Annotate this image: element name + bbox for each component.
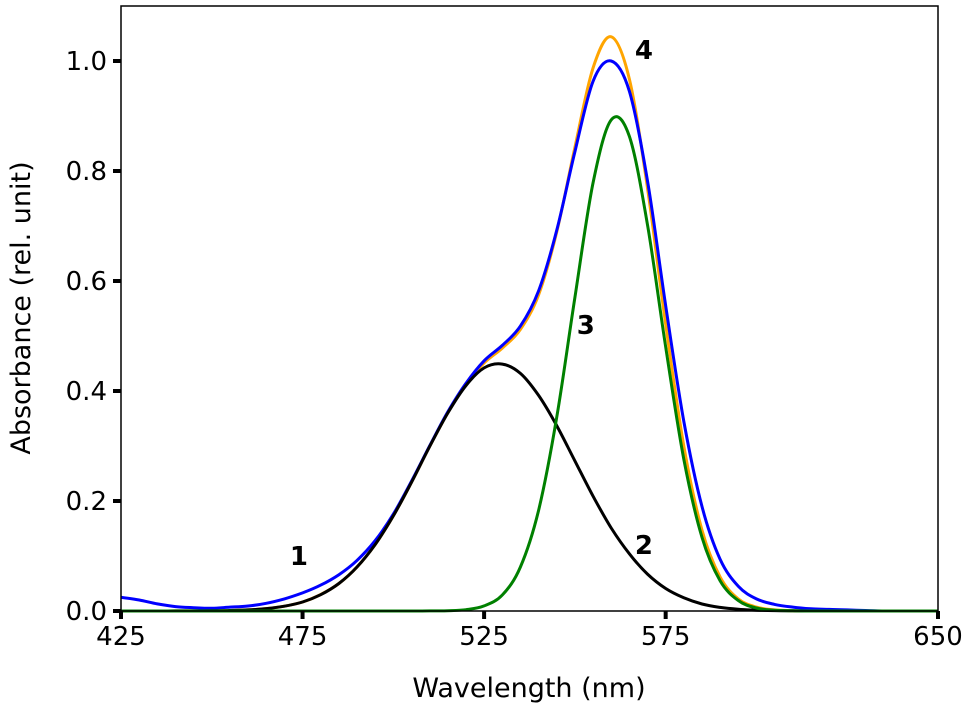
x-axis-ticks: 425 475 525 575 650 (96, 611, 963, 652)
x-tick-label: 475 (278, 622, 328, 652)
curve-label-3: 3 (577, 311, 595, 341)
y-tick-label: 0.6 (66, 267, 107, 297)
x-tick-label: 525 (459, 622, 509, 652)
y-tick-label: 0.4 (66, 377, 107, 407)
series-2-line (121, 362, 938, 613)
series-3-line (121, 115, 938, 613)
y-tick-label: 0.0 (66, 597, 107, 627)
curve-labels: 1 2 3 4 (290, 36, 653, 572)
series-4-line (121, 35, 938, 613)
curve-label-2: 2 (635, 531, 653, 561)
y-tick-label: 1.0 (66, 47, 107, 77)
curve-label-4: 4 (635, 36, 653, 66)
x-tick-label: 425 (96, 622, 146, 652)
x-axis-label: Wavelength (nm) (412, 673, 645, 704)
series-1-line (120, 59, 938, 613)
x-tick-label: 650 (913, 622, 963, 652)
y-tick-label: 0.8 (66, 157, 107, 187)
curve-label-1: 1 (290, 542, 308, 572)
curves (120, 35, 938, 613)
y-axis-ticks: 0.0 0.2 0.4 0.6 0.8 1.0 (66, 47, 121, 627)
plot-frame (120, 5, 939, 612)
y-tick-label: 0.2 (66, 487, 107, 517)
x-tick-label: 575 (641, 622, 691, 652)
y-axis-label: Absorbance (rel. unit) (6, 161, 37, 454)
